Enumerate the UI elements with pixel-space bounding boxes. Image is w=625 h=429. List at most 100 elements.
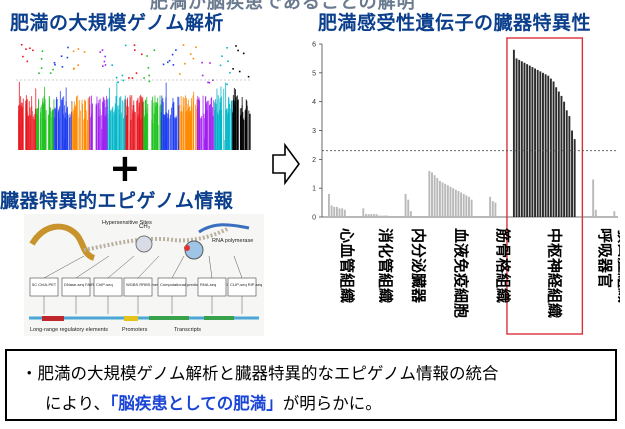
bar [335, 206, 338, 217]
bar [536, 69, 539, 217]
promoters-label: Promoters [122, 327, 148, 333]
bar [367, 214, 370, 217]
bar [571, 130, 573, 217]
epigenome-method-box [157, 277, 187, 297]
category-label: 消化管組織 [377, 228, 395, 303]
bar [378, 215, 381, 217]
summary-line-2-pre: により、 [45, 394, 111, 413]
rna-polymerase-label: RNA polymerase [212, 238, 253, 244]
epigenome-method-box [93, 277, 123, 297]
bar [431, 172, 433, 217]
epigenome-method-label: DNase-seq FAIRE-seq [64, 282, 104, 287]
summary-line-2-post: が明らかに。 [282, 394, 382, 413]
bar [444, 183, 447, 217]
y-tick-label: 4 [312, 99, 316, 106]
y-tick-label: 0 [312, 215, 316, 222]
bar [552, 81, 555, 217]
right-arrow-icon [272, 142, 300, 186]
bar [549, 78, 552, 217]
y-tick-label: 3 [312, 128, 316, 135]
bar [515, 58, 518, 217]
bar [563, 101, 566, 217]
bar [547, 75, 550, 217]
bar [470, 199, 473, 217]
bar [594, 209, 597, 217]
epigenome-method-label: CLIP-seq RIP-seq [230, 282, 262, 287]
bar [460, 192, 463, 217]
top-cut-heading: 肥満が脳疾患であることの解明 [150, 0, 416, 13]
bar [542, 72, 544, 217]
hypersensitive-label: Hypersensitive Sites [102, 220, 152, 226]
bar [491, 201, 494, 217]
bar [462, 193, 465, 217]
highlight-box [506, 37, 584, 335]
bar [568, 116, 571, 217]
category-label: 中枢神経組織 [546, 228, 564, 318]
epigenome-method-box [197, 277, 227, 297]
category-label: 筋骨格組織 [494, 227, 512, 303]
bar [436, 178, 439, 217]
summary-line-2: により、「脳疾患としての肥満」が明らかに。 [45, 390, 382, 414]
category-label: 顎口腔組織 [616, 228, 620, 303]
bar [375, 214, 378, 217]
bar [330, 205, 333, 217]
bar [364, 214, 367, 217]
bar [362, 208, 365, 217]
epigenome-title: 臓器特異的エピゲノム情報 [0, 190, 234, 212]
bar [438, 180, 441, 217]
epigenome-method-label: 5C ChIA-PET [32, 282, 57, 287]
manhattan-plot-image [14, 36, 254, 152]
bar [494, 202, 497, 217]
bar [534, 68, 536, 217]
epigenome-schematic-image: Hypersensitive Sites CH₃ RNA polymerase … [24, 214, 264, 336]
bar [428, 170, 431, 217]
bar [512, 49, 515, 217]
summary-highlight: 「脳疾患としての肥満」 [110, 394, 283, 413]
epigenome-method-label: ChIP-seq [96, 282, 113, 287]
bar [465, 195, 468, 218]
y-tick-label: 1 [312, 186, 316, 193]
bar [449, 186, 452, 217]
bar [592, 179, 595, 217]
bar [328, 193, 330, 217]
bar [409, 211, 412, 217]
bar [407, 199, 410, 217]
bar [523, 62, 526, 218]
long-range-label: Long-range regulatory elements [30, 327, 108, 333]
bar [372, 214, 375, 217]
bar [560, 95, 563, 217]
bar [446, 185, 449, 217]
bar [531, 67, 534, 217]
category-label: 心血管組織 [338, 228, 356, 303]
bar [613, 211, 616, 217]
bar [441, 182, 444, 217]
summary-line-1: ・肥満の大規模ゲノム解析と臓器特異的なエピゲノム情報の統合 [21, 364, 499, 383]
bar [452, 188, 455, 217]
bar [539, 71, 542, 217]
epigenome-method-box [227, 277, 257, 297]
bar [386, 215, 389, 217]
organ-specificity-title: 肥満感受性遺伝子の臓器特異性 [318, 12, 592, 34]
bar [341, 208, 344, 217]
bar [555, 87, 558, 217]
category-label: 内分泌臓器 [410, 228, 428, 304]
bar [468, 196, 470, 217]
bar [370, 214, 373, 217]
y-tick-label: 5 [312, 70, 316, 77]
epigenome-method-box [61, 277, 91, 297]
bar [526, 64, 529, 218]
organ-specificity-bar-chart: 0 1 2 3 4 5 6 心血管組織 消化管組織 内分泌臓器 血液免疫細胞 筋骨格組織 中枢神経組織 呼… [312, 37, 620, 335]
epigenome-method-label: RNA-seq [200, 282, 216, 287]
y-tick-label: 2 [312, 157, 316, 164]
bar [433, 175, 436, 217]
bar [544, 74, 547, 217]
bar [557, 91, 560, 217]
epigenome-method-label: WGBS RRBS methylC-seq [126, 282, 174, 287]
summary-box: ・肥満の大規模ゲノム解析と臓器特異的なエピゲノム情報の統合 により、「脳疾患とし… [5, 349, 617, 421]
epigenome-method-label: Computational predictions and RT-PCR [160, 282, 230, 287]
bar [380, 215, 383, 217]
bar [338, 208, 341, 217]
bar [404, 193, 407, 217]
bar [343, 209, 346, 217]
category-label: 呼吸器官 [596, 228, 614, 288]
